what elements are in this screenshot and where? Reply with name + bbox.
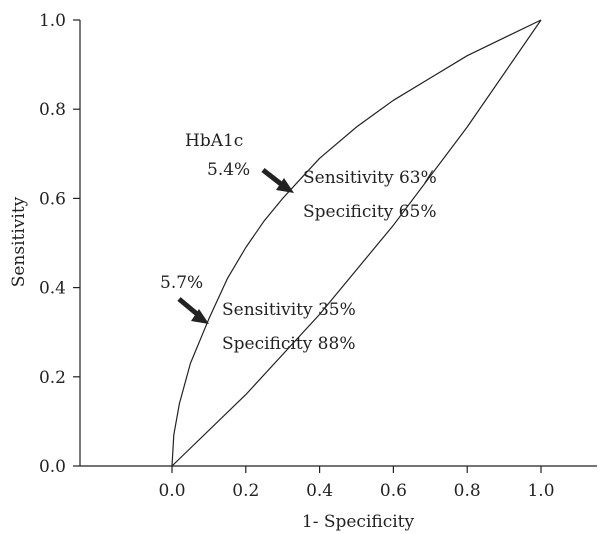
annotation-specificity-88: Specificity 88% <box>222 334 355 354</box>
annotation-hba1c-label: HbA1c <box>185 131 243 151</box>
annotation-cutoff-5-4: 5.4% <box>207 160 250 180</box>
x-tick-label: 0.8 <box>454 481 481 501</box>
annotation-sensitivity-63: Sensitivity 63% <box>303 168 437 188</box>
x-axis-title: 1- Specificity <box>302 512 415 532</box>
series-group <box>171 19 542 467</box>
roc-curve-line <box>171 19 542 467</box>
y-tick-label: 1.0 <box>39 11 66 31</box>
arrow-5-7-icon <box>177 297 209 324</box>
diagonal-curve-line <box>171 19 542 467</box>
tick-labels: 0.0 0.2 0.4 0.6 0.8 1.0 0.0 0.2 0.4 0.6 0.8 1.0 <box>39 11 555 501</box>
ticks <box>73 19 542 473</box>
y-tick-label: 0.8 <box>39 100 66 120</box>
y-tick-label: 0.2 <box>39 368 66 388</box>
annotation-cutoff-5-7: 5.7% <box>160 273 203 293</box>
y-tick-label: 0.0 <box>39 457 66 477</box>
y-tick-label: 0.6 <box>39 189 66 209</box>
axes <box>79 20 597 467</box>
x-tick-label: 0.2 <box>232 481 259 501</box>
y-axis-title: Sensitivity <box>9 196 29 287</box>
x-tick-label: 0.6 <box>380 481 407 501</box>
x-tick-label: 1.0 <box>527 481 554 501</box>
annotations: HbA1c 5.4% Sensitivity 63% Specificity 6… <box>160 131 437 354</box>
annotation-specificity-65: Specificity 65% <box>303 202 436 222</box>
y-tick-label: 0.4 <box>39 279 66 299</box>
x-tick-label: 0.4 <box>306 481 333 501</box>
x-tick-label: 0.0 <box>158 481 185 501</box>
annotation-sensitivity-35: Sensitivity 35% <box>222 300 356 320</box>
arrow-5-4-icon <box>261 168 294 193</box>
